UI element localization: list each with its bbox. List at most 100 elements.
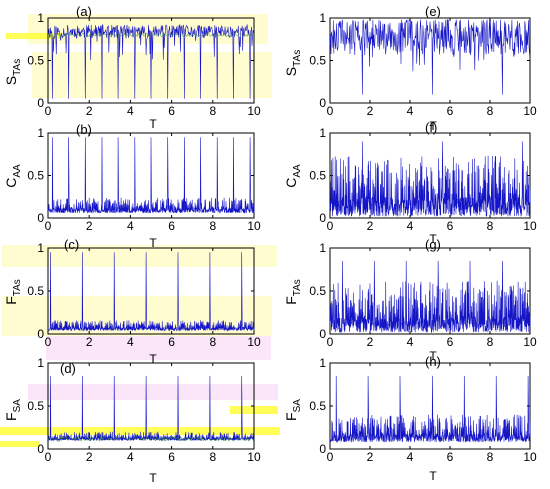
y-tick-label: 0.5 [27,169,44,183]
y-tick-label: 0.5 [309,169,326,183]
x-tick-label: 4 [407,335,414,349]
x-tick-label: 10 [523,335,537,349]
highlight-band [2,245,277,267]
x-tick-label: 10 [247,335,261,349]
x-tick-label: 4 [127,335,134,349]
series-trace [329,375,531,443]
tick-layer: 0 2 4 6 8 10 0 0.5 1 [309,11,537,118]
y-axis-label-main: S [283,67,299,76]
highlight-band [46,336,271,360]
series-trace [47,137,255,214]
y-tick-label: 0 [319,211,326,225]
x-tick-label: 2 [367,104,374,118]
y-axis-label-main: C [283,178,299,188]
series-trace [329,260,531,333]
x-tick-label: 4 [407,219,414,233]
y-axis-label-sub: TAs [12,59,23,76]
x-tick-label: 4 [127,450,134,464]
x-tick-label: 6 [168,104,175,118]
trace-layer [47,375,255,443]
x-tick-label: 0 [327,450,334,464]
x-axis-label: T [429,232,437,246]
y-tick-label: 0.5 [27,284,44,298]
x-tick-label: 0 [327,335,334,349]
series-trace [329,19,531,95]
highlight-band [28,384,278,400]
trace-layer [329,141,531,217]
panel-g: (g) FTAs T 0 2 4 6 8 10 0 0.5 1 [283,237,537,363]
y-axis-label-main: F [3,412,19,421]
trace-layer [329,260,531,333]
y-axis-label-sub: SA [12,399,23,413]
x-tick-label: 6 [447,219,454,233]
x-axis-label: T [149,236,157,250]
y-axis-label-sub: AA [292,164,303,178]
y-axis-label: CAA [283,164,303,188]
x-tick-label: 0 [327,104,334,118]
x-tick-label: 10 [523,450,537,464]
y-axis-label-main: F [283,296,299,305]
tick-layer: 0 2 4 6 8 10 0 0.5 1 [309,241,537,349]
y-tick-label: 1 [319,11,326,25]
y-axis-label: FTAs [3,279,23,305]
x-tick-label: 10 [247,450,261,464]
trace-layer [329,375,531,443]
x-tick-label: 8 [487,219,494,233]
x-tick-label: 10 [247,219,261,233]
series-trace [47,375,255,442]
y-axis-label-sub: SA [292,399,303,413]
y-tick-label: 1 [319,356,326,370]
panel-label: (e) [425,4,441,19]
y-axis-label-main: C [3,178,19,188]
y-axis-label: STAs [283,50,303,76]
x-tick-label: 6 [447,450,454,464]
y-axis-label: FSA [283,399,303,421]
x-tick-label: 2 [86,219,93,233]
panel-label: (c) [64,237,79,252]
x-tick-label: 8 [487,104,494,118]
y-axis-label-main: F [3,296,19,305]
x-tick-label: 6 [447,335,454,349]
x-tick-label: 2 [86,104,93,118]
x-tick-label: 6 [168,335,175,349]
tick-layer: 0 2 4 6 8 10 0 0.5 1 [27,356,261,464]
y-axis-label-main: F [283,412,299,421]
x-tick-label: 4 [407,450,414,464]
x-tick-label: 0 [45,104,52,118]
x-axis-label: T [149,471,157,485]
panel-e: (e) STAs T 0 2 4 6 8 10 0 0.5 1 [283,4,537,133]
y-axis-label-sub: TAs [292,50,303,67]
y-tick-label: 0.5 [27,54,44,68]
y-tick-label: 0 [37,96,44,110]
x-tick-label: 6 [168,219,175,233]
x-tick-label: 4 [127,104,134,118]
y-tick-label: 0 [319,327,326,341]
x-tick-label: 4 [127,219,134,233]
y-tick-label: 0.5 [27,399,44,413]
tick-layer: 0 2 4 6 8 10 0 0.5 1 [309,356,537,464]
series-trace [47,23,255,99]
y-tick-label: 1 [37,241,44,255]
y-tick-label: 0 [319,96,326,110]
y-tick-label: 0.5 [309,399,326,413]
y-tick-label: 0.5 [309,54,326,68]
x-tick-label: 0 [45,219,52,233]
y-tick-label: 1 [319,126,326,140]
panel-h: (h) FSA T 0 2 4 6 8 10 0 0.5 1 [283,354,537,483]
series-overlay-trace [47,32,255,38]
trace-layer [329,19,531,95]
y-axis-label: FSA [3,399,23,421]
y-axis-label-sub: TAs [12,279,23,296]
x-axis-label: T [429,119,437,133]
highlight-band [0,441,40,447]
panel-d: (d) FSA T 0 2 4 6 8 10 0 0.5 1 [3,356,261,485]
y-axis-label-main: S [3,76,19,85]
y-tick-label: 1 [319,241,326,255]
x-tick-label: 8 [209,104,216,118]
y-tick-label: 0 [37,211,44,225]
y-tick-label: 0 [37,442,44,456]
tick-layer: 0 2 4 6 8 10 0 0.5 1 [27,11,261,118]
x-tick-label: 8 [487,335,494,349]
